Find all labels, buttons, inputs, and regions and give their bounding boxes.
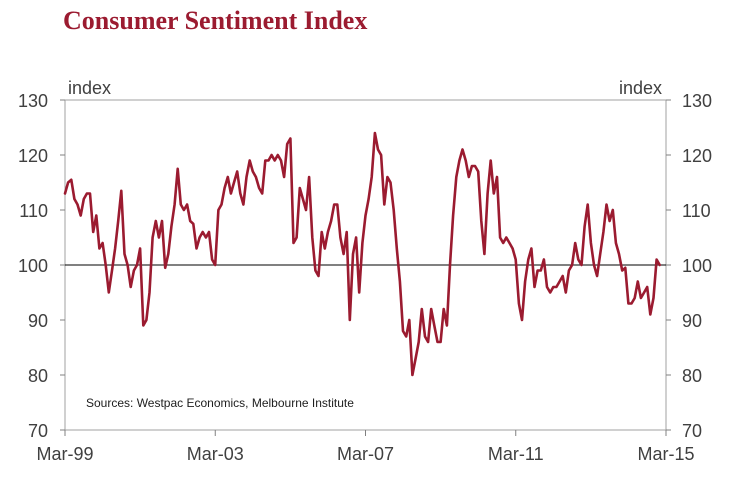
- x-tick-label: Mar-15: [637, 444, 694, 464]
- y-tick-label-right: 130: [682, 91, 712, 111]
- y-tick-label-right: 100: [682, 256, 712, 276]
- y-axis-label-left: index: [68, 78, 111, 98]
- y-tick-label-right: 70: [682, 421, 702, 441]
- x-tick-label: Mar-07: [337, 444, 394, 464]
- chart-title: Consumer Sentiment Index: [63, 6, 368, 35]
- y-tick-label-left: 80: [28, 366, 48, 386]
- y-tick-label-left: 120: [18, 146, 48, 166]
- y-tick-label-left: 90: [28, 311, 48, 331]
- x-tick-label: Mar-11: [488, 444, 544, 464]
- y-tick-label-left: 100: [18, 256, 48, 276]
- x-tick-label: Mar-99: [36, 444, 93, 464]
- x-tick-label: Mar-03: [187, 444, 244, 464]
- y-tick-label-right: 90: [682, 311, 702, 331]
- y-tick-label-right: 110: [682, 201, 711, 221]
- y-tick-label-right: 120: [682, 146, 712, 166]
- y-axis-label-right: index: [619, 78, 662, 98]
- y-tick-label-left: 130: [18, 91, 48, 111]
- series-line-consumer-sentiment: [63, 131, 661, 377]
- y-tick-label-left: 110: [19, 201, 48, 221]
- y-tick-label-right: 80: [682, 366, 702, 386]
- y-tick-label-left: 70: [28, 421, 48, 441]
- source-note: Sources: Westpac Economics, Melbourne In…: [86, 396, 354, 410]
